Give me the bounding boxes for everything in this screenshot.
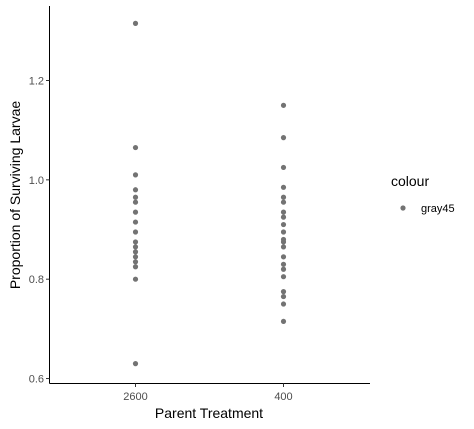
- y-ticks: 0.6 0.8 1.0 1.2: [29, 76, 50, 386]
- data-point: [132, 187, 139, 193]
- x-axis-title: Parent Treatment: [155, 405, 263, 421]
- data-point: [280, 261, 287, 267]
- data-point: [280, 318, 287, 325]
- y-tick-label: 1.2: [29, 76, 44, 88]
- legend: colour gray45: [391, 173, 455, 215]
- x-ticks: 2600 400: [123, 383, 293, 403]
- legend-label: gray45: [421, 203, 455, 215]
- data-point: [132, 199, 139, 205]
- data-point: [280, 254, 287, 260]
- legend-title: colour: [391, 173, 429, 189]
- y-tick-label: 0.6: [29, 374, 44, 386]
- data-point: [280, 135, 287, 141]
- data-point: [280, 164, 287, 171]
- data-point: [280, 289, 287, 295]
- data-point: [132, 259, 139, 265]
- data-point: [132, 172, 139, 178]
- data-point: [132, 276, 139, 282]
- data-point: [280, 266, 287, 272]
- data-point: [132, 249, 139, 255]
- data-point: [132, 264, 139, 270]
- data-point: [132, 229, 139, 235]
- points-layer: [132, 20, 287, 367]
- data-point: [280, 301, 287, 307]
- data-point: [132, 239, 139, 245]
- data-point: [132, 361, 139, 367]
- data-point: [280, 184, 287, 190]
- y-axis-title: Proportion of Surviving Larvae: [7, 101, 23, 290]
- data-point: [280, 293, 287, 300]
- data-point: [280, 239, 287, 245]
- y-tick-label: 1.0: [29, 175, 44, 187]
- x-tick-label: 2600: [123, 391, 147, 403]
- data-point: [132, 144, 139, 151]
- x-tick-label: 400: [274, 391, 292, 403]
- data-point: [280, 274, 287, 280]
- data-point: [280, 221, 287, 228]
- data-point: [132, 244, 139, 250]
- data-point: [132, 194, 139, 200]
- data-point: [132, 219, 139, 225]
- data-point: [280, 244, 287, 250]
- data-point: [280, 102, 287, 108]
- y-tick-label: 0.8: [29, 274, 44, 286]
- data-point: [132, 254, 139, 260]
- data-point: [280, 214, 287, 220]
- data-point: [280, 229, 287, 235]
- data-point: [132, 209, 139, 215]
- data-point: [280, 194, 287, 200]
- data-point: [280, 209, 287, 215]
- legend-key-point: [400, 205, 406, 211]
- data-point: [280, 199, 287, 205]
- data-point: [132, 20, 139, 26]
